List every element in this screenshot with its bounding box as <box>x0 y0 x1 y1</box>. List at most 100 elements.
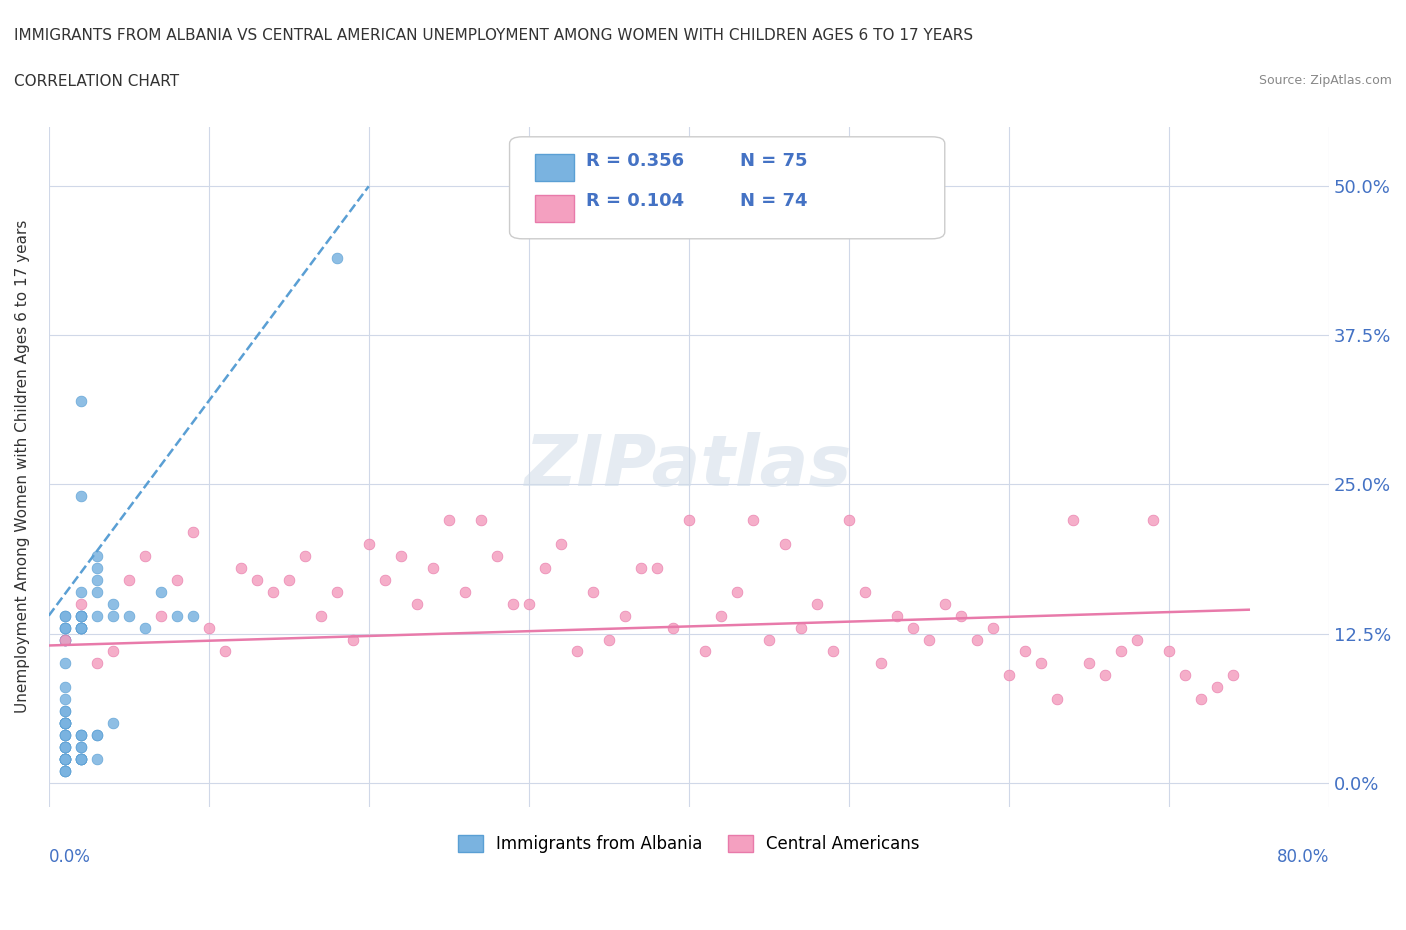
Point <box>630 561 652 576</box>
Point <box>69 620 91 635</box>
Text: R = 0.356: R = 0.356 <box>586 152 685 169</box>
Point <box>69 620 91 635</box>
Point <box>997 668 1019 683</box>
Point <box>517 596 540 611</box>
Point <box>53 620 76 635</box>
Point <box>1142 512 1164 527</box>
Point <box>69 727 91 742</box>
Point <box>53 692 76 707</box>
Point <box>262 584 284 599</box>
Point <box>181 608 204 623</box>
Point <box>693 644 716 658</box>
Point <box>214 644 236 658</box>
Point <box>149 608 172 623</box>
Point <box>69 584 91 599</box>
Point <box>53 751 76 766</box>
Point <box>1077 656 1099 671</box>
Point <box>869 656 891 671</box>
Point <box>101 644 124 658</box>
Point <box>598 632 620 647</box>
Point <box>53 739 76 754</box>
Point <box>389 549 412 564</box>
Text: N = 74: N = 74 <box>740 193 807 210</box>
Point <box>69 739 91 754</box>
Point <box>86 584 108 599</box>
Point <box>53 739 76 754</box>
Point <box>53 704 76 719</box>
Point <box>342 632 364 647</box>
Point <box>53 751 76 766</box>
Point <box>86 751 108 766</box>
Point <box>949 608 972 623</box>
FancyBboxPatch shape <box>536 194 574 221</box>
Point <box>773 537 796 551</box>
Point <box>86 573 108 588</box>
Text: Source: ZipAtlas.com: Source: ZipAtlas.com <box>1258 74 1392 87</box>
Point <box>86 656 108 671</box>
Point <box>86 727 108 742</box>
Point <box>53 620 76 635</box>
Point <box>53 739 76 754</box>
Point <box>53 715 76 730</box>
Point <box>326 250 349 265</box>
Text: 80.0%: 80.0% <box>1277 848 1329 866</box>
Point <box>69 596 91 611</box>
Point <box>901 620 924 635</box>
Point <box>53 715 76 730</box>
Point <box>470 512 492 527</box>
Point <box>69 727 91 742</box>
Point <box>69 620 91 635</box>
Point <box>166 608 188 623</box>
Point <box>454 584 477 599</box>
FancyBboxPatch shape <box>509 137 945 239</box>
Point <box>1094 668 1116 683</box>
Point <box>326 584 349 599</box>
Y-axis label: Unemployment Among Women with Children Ages 6 to 17 years: Unemployment Among Women with Children A… <box>15 219 30 713</box>
Point <box>86 549 108 564</box>
Point <box>118 573 141 588</box>
Point <box>53 715 76 730</box>
Point <box>53 751 76 766</box>
Point <box>53 608 76 623</box>
Point <box>838 512 860 527</box>
Point <box>53 680 76 695</box>
Point <box>149 584 172 599</box>
Point <box>1062 512 1084 527</box>
Point <box>69 608 91 623</box>
Point <box>1046 692 1069 707</box>
Text: R = 0.104: R = 0.104 <box>586 193 685 210</box>
Point <box>69 620 91 635</box>
Point <box>86 561 108 576</box>
Point <box>357 537 380 551</box>
Point <box>790 620 813 635</box>
Point <box>69 393 91 408</box>
Point <box>1029 656 1052 671</box>
Point <box>1174 668 1197 683</box>
Text: ZIPatlas: ZIPatlas <box>524 432 852 501</box>
Point <box>294 549 316 564</box>
Text: IMMIGRANTS FROM ALBANIA VS CENTRAL AMERICAN UNEMPLOYMENT AMONG WOMEN WITH CHILDR: IMMIGRANTS FROM ALBANIA VS CENTRAL AMERI… <box>14 28 973 43</box>
Point <box>101 715 124 730</box>
Point <box>53 727 76 742</box>
Point <box>886 608 908 623</box>
Point <box>1189 692 1212 707</box>
Point <box>422 561 444 576</box>
Point <box>309 608 332 623</box>
Point <box>86 608 108 623</box>
Point <box>981 620 1004 635</box>
Point <box>53 632 76 647</box>
Point <box>485 549 508 564</box>
Point <box>374 573 396 588</box>
Point <box>550 537 572 551</box>
Point <box>69 751 91 766</box>
Point <box>181 525 204 539</box>
Point <box>853 584 876 599</box>
Point <box>918 632 941 647</box>
Point <box>134 549 156 564</box>
Point <box>806 596 828 611</box>
Point <box>53 608 76 623</box>
Point <box>53 727 76 742</box>
Point <box>53 751 76 766</box>
Point <box>69 608 91 623</box>
Text: CORRELATION CHART: CORRELATION CHART <box>14 74 179 89</box>
